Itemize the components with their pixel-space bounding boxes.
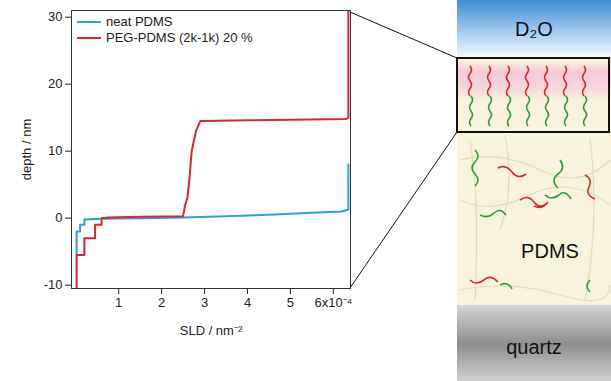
svg-text:10: 10 <box>48 143 62 158</box>
svg-text:PDMS: PDMS <box>521 240 579 262</box>
svg-text:20: 20 <box>48 76 62 91</box>
svg-text:30: 30 <box>48 9 62 24</box>
svg-text:2: 2 <box>158 295 165 310</box>
svg-text:-10: -10 <box>44 277 63 292</box>
svg-text:5: 5 <box>287 295 294 310</box>
svg-text:1: 1 <box>115 295 122 310</box>
html-text:neat PDMS: neat PDMS <box>106 14 173 29</box>
svg-text:0: 0 <box>55 210 62 225</box>
svg-text:SLD / nm⁻²: SLD / nm⁻² <box>180 323 243 338</box>
svg-text:D₂O: D₂O <box>515 18 553 40</box>
svg-text:4: 4 <box>244 295 251 310</box>
html-text:PEG-PDMS (2k-1k) 20 %: PEG-PDMS (2k-1k) 20 % <box>106 30 253 45</box>
svg-text:depth / nm: depth / nm <box>19 119 34 180</box>
svg-text:3: 3 <box>201 295 208 310</box>
svg-text:6x10⁻⁴: 6x10⁻⁴ <box>314 295 352 310</box>
svg-text:quartz: quartz <box>506 336 562 358</box>
